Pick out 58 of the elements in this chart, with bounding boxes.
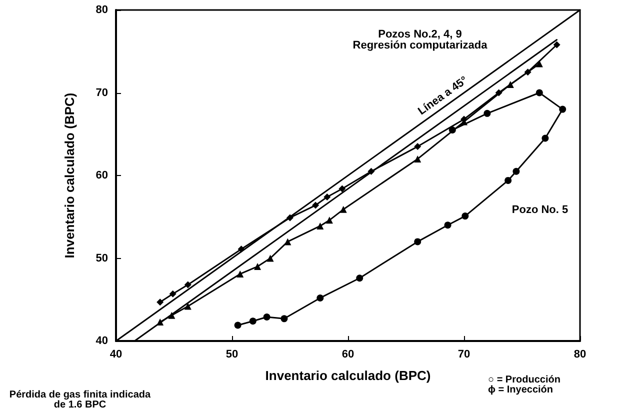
point (536, 60, 543, 68)
point (286, 214, 294, 222)
x-tick-label: 70 (458, 348, 470, 360)
point (368, 168, 375, 175)
point (236, 270, 244, 278)
point (340, 206, 347, 213)
point (414, 155, 422, 162)
annotation: Pozo No. 5 (512, 204, 568, 216)
point (156, 298, 164, 306)
point (238, 246, 245, 253)
point (559, 106, 566, 113)
point (444, 222, 452, 229)
point (536, 89, 543, 96)
point (312, 202, 320, 209)
point (263, 314, 270, 320)
y-axis-title: Inventario calculado (BPC) (62, 92, 77, 258)
point (504, 176, 512, 184)
x-tick-label: 50 (226, 348, 238, 360)
point (266, 254, 274, 262)
x-tick-label: 80 (574, 348, 586, 360)
point (316, 294, 324, 302)
point (414, 238, 422, 246)
point (168, 312, 176, 319)
y-tick-label: 40 (96, 335, 108, 347)
point (484, 110, 491, 117)
point (414, 143, 422, 150)
point (506, 80, 514, 88)
point (254, 263, 262, 270)
point (448, 126, 456, 134)
point (553, 41, 560, 48)
point (495, 89, 502, 96)
point (234, 322, 242, 329)
y-tick-label: 60 (96, 170, 108, 182)
point (184, 302, 192, 310)
point (326, 216, 333, 224)
point (284, 238, 292, 246)
point (169, 290, 176, 298)
y-tick-label: 50 (96, 252, 108, 264)
point (356, 274, 364, 282)
point (249, 318, 256, 325)
point (542, 134, 549, 142)
annotation: Pozos No.2, 4, 9 Regresión computarizada (352, 28, 488, 52)
point (324, 194, 331, 201)
text: ○ = Producción ϕ = Inyección (488, 374, 560, 396)
x-axis-title: Inventario calculado (BPC) (265, 368, 431, 383)
point (338, 185, 346, 192)
y-tick-label: 80 (96, 4, 108, 16)
text: Pérdida de gas finita indicada de 1.6 BPC (9, 390, 152, 410)
x-tick-label: 60 (342, 348, 354, 360)
point (184, 281, 192, 288)
point (280, 315, 288, 322)
y-tick-label: 70 (96, 86, 108, 99)
point (462, 212, 469, 220)
point (512, 168, 520, 175)
x-tick-label: 40 (110, 348, 122, 360)
point (316, 222, 324, 230)
point (524, 68, 532, 76)
point (156, 318, 164, 326)
